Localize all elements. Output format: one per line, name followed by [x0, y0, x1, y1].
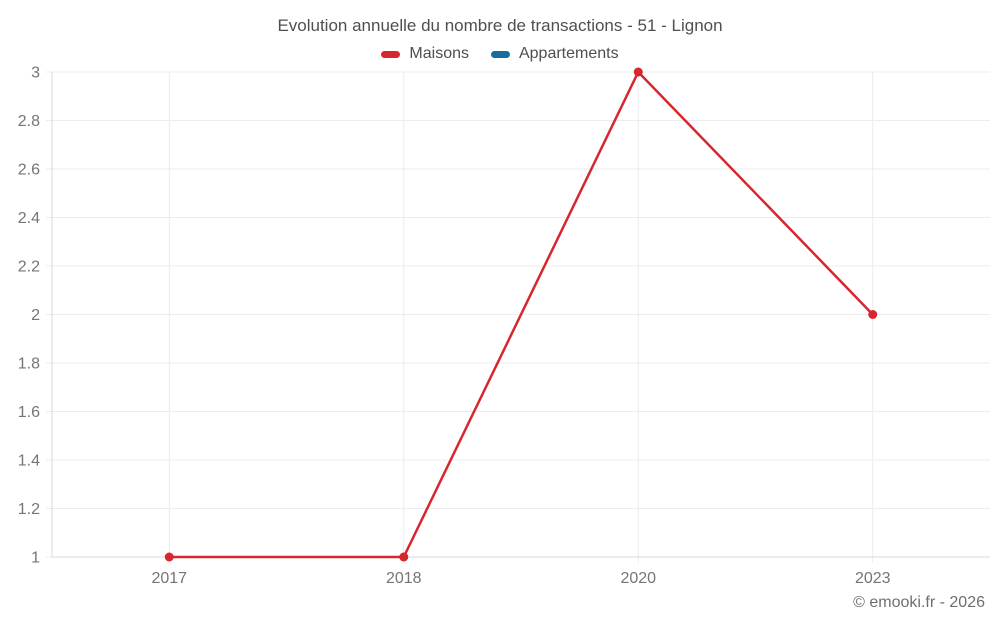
maisons-series-line	[168, 70, 874, 559]
legend-label-appartements: Appartements	[518, 45, 619, 62]
legend-item-maisons[interactable]: Maisons	[381, 45, 469, 63]
y-tick-label: 1	[31, 550, 40, 567]
y-tick-label: 2.2	[18, 259, 40, 276]
y-tick-label: 2.8	[18, 113, 40, 130]
y-tick-label: 2.4	[18, 210, 40, 227]
y-tick-label: 1.6	[18, 404, 40, 421]
y-tick-label: 2	[31, 307, 40, 324]
legend: Maisons Appartements	[0, 45, 1000, 63]
maisons-data-point-2018[interactable]	[399, 552, 409, 562]
maisons-data-point-2017[interactable]	[164, 552, 174, 562]
x-tick-label: 2020	[620, 570, 656, 587]
chart-title: Evolution annuelle du nombre de transact…	[277, 16, 723, 35]
maisons-series-swatch-icon	[381, 50, 401, 58]
x-tick-label: 2017	[151, 570, 187, 587]
y-tick-label: 1.8	[18, 356, 40, 373]
maisons-data-point-2020[interactable]	[633, 67, 643, 77]
maisons-data-point-2023[interactable]	[868, 310, 878, 319]
y-tick-label: 3	[31, 65, 40, 82]
copyright-credit: © emooki.fr - 2026	[853, 594, 985, 611]
legend-label-maisons: Maisons	[409, 45, 469, 62]
x-tick-label: 2023	[855, 570, 891, 587]
y-tick-label: 1.4	[18, 453, 40, 470]
appartements-series-swatch-icon	[490, 50, 510, 58]
y-tick-label: 2.6	[18, 162, 40, 179]
y-tick-label: 1.2	[18, 501, 40, 518]
x-tick-label: 2018	[386, 570, 422, 587]
legend-item-appartements[interactable]: Appartements	[490, 45, 619, 63]
